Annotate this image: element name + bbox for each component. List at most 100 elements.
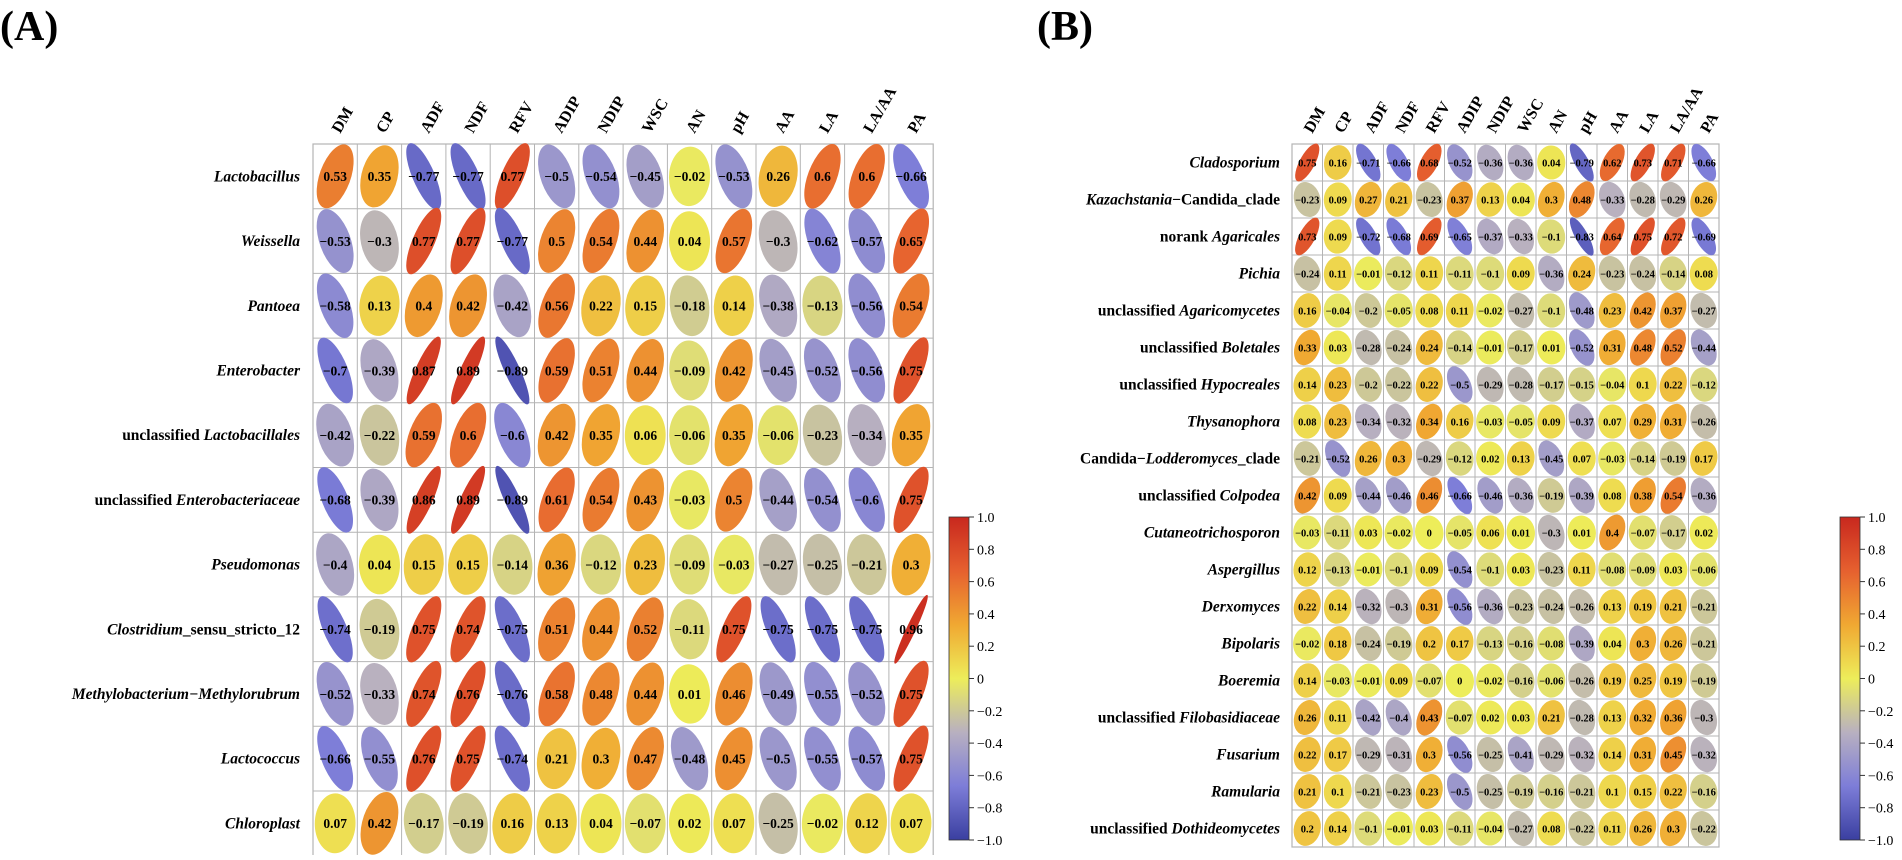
cell-value: 0.87: [412, 363, 436, 378]
cell-value: 0.01: [1573, 528, 1591, 539]
correlation-ellipse: [1355, 699, 1382, 736]
correlation-ellipse: [759, 338, 797, 403]
correlation-ellipse: [1659, 625, 1687, 662]
cell-value: 0.73: [1298, 232, 1316, 243]
cell-value: −0.45: [1539, 454, 1563, 465]
cell-value: −0.32: [1570, 750, 1594, 761]
correlation-ellipse: [494, 143, 530, 210]
correlation-ellipse: [450, 725, 486, 792]
cell-value: 0.02: [1695, 528, 1713, 539]
correlation-ellipse: [1324, 367, 1352, 402]
cell-value: −0.16: [1509, 676, 1533, 687]
cell-value: −0.14: [497, 557, 529, 572]
correlation-ellipse: [1415, 515, 1444, 550]
cell-value: −0.72: [1356, 232, 1380, 243]
correlation-ellipse: [536, 793, 577, 854]
cell-value: −0.16: [1509, 639, 1533, 650]
correlation-ellipse: [1323, 774, 1352, 809]
correlation-ellipse: [406, 207, 442, 275]
cell-value: 0.86: [412, 493, 436, 508]
cell-value: 0.59: [412, 428, 436, 443]
row-label: unclassified Dothideomycetes: [1090, 821, 1280, 838]
correlation-ellipse: [1690, 626, 1718, 661]
correlation-ellipse: [1354, 515, 1383, 550]
cell-value: 0.04: [1542, 158, 1561, 169]
correlation-ellipse: [1416, 477, 1443, 514]
correlation-ellipse: [626, 468, 665, 532]
cell-value: 0.33: [1298, 343, 1316, 354]
cell-value: 0: [1457, 676, 1462, 687]
colorbar-tick-label: 0.2: [977, 640, 995, 655]
correlation-ellipse: [1354, 403, 1382, 440]
cell-value: 0.27: [1359, 195, 1377, 206]
correlation-ellipse: [1537, 145, 1566, 180]
cell-value: 0.09: [1390, 676, 1408, 687]
cell-value: −0.34: [851, 428, 883, 443]
cell-value: 0.08: [1603, 491, 1621, 502]
cell-value: −0.69: [1692, 232, 1716, 243]
correlation-ellipse: [759, 662, 797, 726]
cell-value: −0.1: [1359, 824, 1378, 835]
cell-value: 0.48: [589, 687, 613, 702]
cell-value: −0.29: [1356, 750, 1380, 761]
cell-value: 0.75: [412, 622, 436, 637]
cell-value: −0.68: [1387, 232, 1411, 243]
cell-value: −0.66: [895, 169, 927, 184]
cell-value: 0.13: [545, 816, 569, 831]
correlation-ellipse: [1598, 256, 1626, 291]
cell-value: 0.07: [1573, 454, 1591, 465]
correlation-ellipse: [848, 144, 885, 209]
cell-value: −0.21: [1295, 454, 1319, 465]
cell-value: −0.58: [319, 299, 351, 314]
cell-value: −0.03: [674, 493, 706, 508]
correlation-ellipse: [804, 661, 841, 727]
cell-value: 0.77: [412, 234, 436, 249]
cell-value: 0.76: [412, 752, 436, 767]
cell-value: 0.22: [1664, 380, 1682, 391]
correlation-ellipse: [582, 338, 620, 403]
cell-value: −0.19: [452, 816, 484, 831]
correlation-ellipse: [1690, 736, 1718, 773]
correlation-ellipse: [1415, 588, 1443, 625]
column-label: AN: [1545, 107, 1571, 136]
cell-value: 0.75: [456, 752, 480, 767]
correlation-ellipse: [1629, 181, 1657, 218]
correlation-ellipse: [1630, 143, 1655, 182]
cell-value: −0.75: [497, 622, 529, 637]
correlation-ellipse: [1293, 404, 1322, 439]
correlation-ellipse: [1537, 181, 1565, 218]
cell-value: 0.15: [1634, 787, 1652, 798]
correlation-ellipse: [1538, 255, 1565, 292]
correlation-ellipse: [668, 470, 711, 530]
correlation-ellipse: [1568, 292, 1595, 329]
cell-value: −0.26: [1570, 602, 1594, 613]
correlation-ellipse: [668, 146, 711, 207]
cell-value: 0.04: [589, 816, 613, 831]
cell-value: −0.54: [1448, 565, 1473, 576]
cell-value: −0.01: [1356, 565, 1380, 576]
correlation-ellipse: [450, 207, 486, 275]
correlation-ellipse: [1445, 811, 1474, 846]
correlation-ellipse: [848, 467, 885, 533]
correlation-ellipse: [1537, 811, 1566, 846]
correlation-ellipse: [669, 211, 711, 271]
correlation-ellipse: [1537, 700, 1565, 735]
cell-value: −0.75: [851, 622, 883, 637]
cell-value: −0.36: [1692, 491, 1716, 502]
colorbar-tick-label: −0.8: [977, 802, 1002, 817]
cell-value: 0.09: [1329, 232, 1347, 243]
correlation-ellipse: [1567, 367, 1596, 402]
cell-value: −0.6: [500, 428, 525, 443]
cell-value: −0.17: [1509, 343, 1533, 354]
correlation-ellipse: [403, 793, 444, 854]
cell-value: 0.09: [1542, 417, 1560, 428]
row-label: Pantoea: [247, 298, 300, 315]
cell-value: 0.76: [456, 687, 480, 702]
cell-value: 0.2: [1423, 639, 1436, 650]
correlation-ellipse: [1628, 515, 1657, 550]
row-label: Methylobacterium−Methylorubrum: [71, 686, 300, 703]
correlation-ellipse: [450, 596, 486, 663]
cell-value: −0.23: [1509, 602, 1533, 613]
correlation-ellipse: [1354, 293, 1382, 328]
cell-value: −0.17: [1661, 528, 1685, 539]
